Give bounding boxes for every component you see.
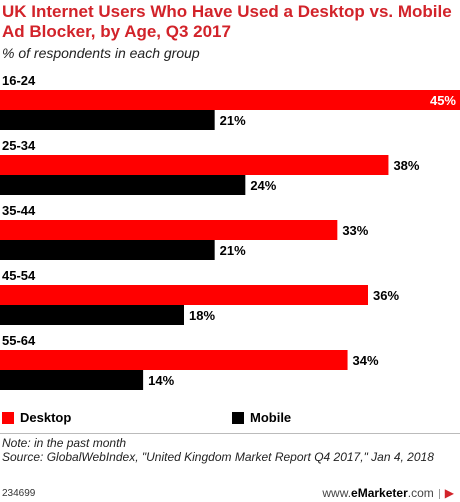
note-text: Note: in the past month [2,436,127,450]
bar-mobile-35-44 [0,240,215,260]
data-label-mobile-35-44: 21% [220,243,246,258]
data-label-desktop-55-64: 34% [353,353,379,368]
bar-desktop-25-34 [0,155,389,175]
legend: Desktop Mobile [0,410,460,428]
data-label-desktop-25-34: 38% [393,158,419,173]
bar-chart: 16-24 45% 21% 25-34 38% 24% 35-44 33% 21% 45-54 36… [0,73,460,390]
legend-swatch-mobile [232,411,244,424]
chart-id: 234699 [2,488,36,499]
data-label-mobile-16-24: 21% [220,113,246,128]
category-label-16-24: 16-24 [2,73,36,88]
data-label-desktop-16-24: 45% [430,93,456,108]
bar-mobile-16-24 [0,110,215,130]
emarketer-logo[interactable]: www.eMarketer.com ▶ [322,486,454,500]
data-label-mobile-45-54: 18% [189,308,215,323]
category-label-35-44: 35-44 [2,203,36,218]
brand-name: eMarketer [351,486,408,500]
brand-separator [438,488,440,499]
emarketer-mark-icon: ▶ [444,486,454,500]
bar-desktop-55-64 [0,350,348,370]
data-label-mobile-55-64: 14% [148,373,174,388]
legend-label-mobile: Mobile [250,410,292,425]
source-text: Source: GlobalWebIndex, "United Kingdom … [2,450,434,464]
chart-subtitle: % of respondents in each group [2,45,200,61]
data-label-desktop-45-54: 36% [373,288,399,303]
legend-label-desktop: Desktop [20,410,72,425]
brand-prefix: www. [322,486,352,500]
chart-title: UK Internet Users Who Have Used a Deskto… [2,2,452,41]
bar-desktop-16-24 [0,90,460,110]
category-label-25-34: 25-34 [2,138,36,153]
data-label-desktop-35-44: 33% [342,223,368,238]
legend-item-mobile: Mobile [232,410,291,425]
legend-item-desktop: Desktop [2,410,71,425]
bar-mobile-45-54 [0,305,184,325]
bar-desktop-35-44 [0,220,338,240]
category-label-45-54: 45-54 [2,268,36,283]
chart-notes: Note: in the past month Source: GlobalWe… [2,436,457,464]
footer-divider [0,433,460,434]
legend-swatch-desktop [2,411,14,424]
bar-mobile-25-34 [0,175,246,195]
brand-suffix: .com [407,486,434,500]
category-label-55-64: 55-64 [2,333,36,348]
bar-desktop-45-54 [0,285,368,305]
bar-mobile-55-64 [0,370,144,390]
data-label-mobile-25-34: 24% [250,178,276,193]
